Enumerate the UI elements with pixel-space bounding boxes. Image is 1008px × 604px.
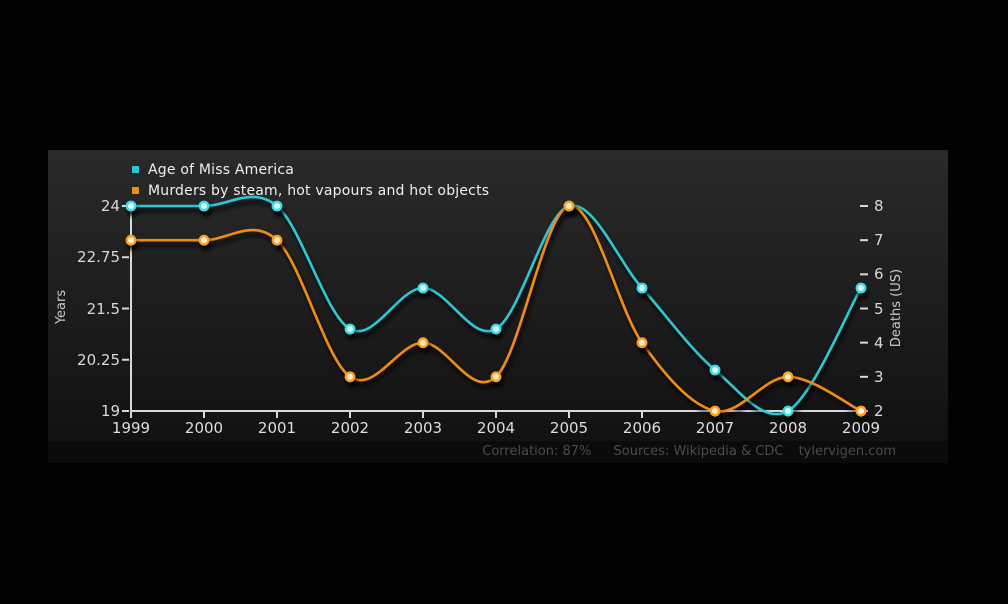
legend-label-murders: Murders by steam, hot vapours and hot ob… (148, 182, 490, 199)
axis-tick-label: 19 (100, 402, 120, 420)
axis-tick-label: 5 (874, 299, 884, 318)
correlation-text: Correlation: 87% (482, 444, 592, 459)
chart-legend: Age of Miss America Murders by steam, ho… (132, 159, 489, 201)
chart-footer: Correlation: 87% Sources: Wikipedia & CD… (48, 444, 948, 459)
axis-tick-label: 2006 (622, 419, 662, 437)
axis-lines (122, 202, 868, 418)
chart-footer-strip (48, 441, 948, 463)
axis-tick-label: 2002 (330, 419, 370, 437)
axis-tick-label: 7 (874, 231, 884, 250)
legend-swatch-cyan-icon (132, 166, 139, 173)
axis-tick-label: 2000 (184, 419, 224, 437)
legend-swatch-orange-icon (132, 187, 139, 194)
axis-tick-label: 20.25 (77, 350, 120, 369)
axis-tick-label: 3 (874, 367, 884, 386)
axis-tick-label: 2001 (257, 419, 297, 437)
axis-tick-label: 1999 (111, 419, 151, 437)
axis-tick-label: 8 (874, 197, 884, 215)
site-credit-text: tylervigen.com (798, 444, 896, 459)
axis-tick-label: 2007 (695, 419, 735, 437)
axis-tick-label: 2005 (549, 419, 589, 437)
axis-tick-label: 6 (874, 265, 884, 284)
legend-label-age: Age of Miss America (148, 161, 295, 178)
axis-tick-label: 2003 (403, 419, 443, 437)
axis-tick-label: 2004 (476, 419, 516, 437)
axis-tick-label: 22.75 (77, 248, 120, 267)
sources-text: Sources: Wikipedia & CDC (613, 444, 784, 459)
legend-item-murders: Murders by steam, hot vapours and hot ob… (132, 180, 489, 201)
axis-tick-label: 21.5 (86, 299, 120, 318)
axis-tick-label: 24 (100, 197, 120, 215)
axis-tick-label: 2008 (768, 419, 808, 437)
axis-tick-label: 2 (874, 402, 884, 420)
axis-tick-label: 4 (874, 333, 884, 352)
axis-tick-label: 2009 (841, 419, 881, 437)
legend-item-age: Age of Miss America (132, 159, 489, 180)
